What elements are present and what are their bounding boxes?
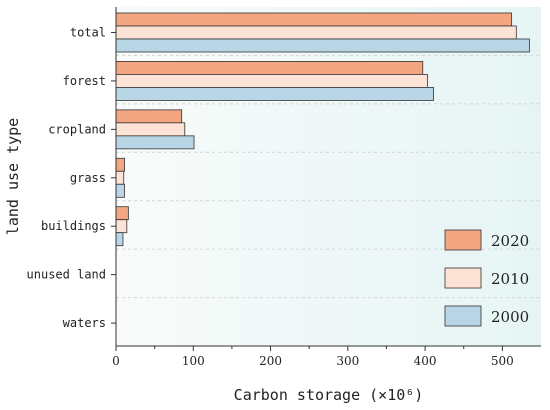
bar-2000-grass: [115, 183, 125, 198]
x-tick-label: 500: [491, 354, 514, 368]
x-tick-label: 100: [182, 354, 205, 368]
x-tick-label: 200: [259, 354, 282, 368]
legend-swatch-2000: [444, 305, 482, 327]
legend-label-2010: 2010: [491, 270, 529, 288]
x-axis-title: Carbon storage (×10⁶): [234, 386, 424, 404]
x-tick-label: 400: [414, 354, 437, 368]
y-tick-label: cropland: [48, 122, 106, 136]
y-tick-label: grass: [70, 171, 106, 185]
y-tick-label: forest: [63, 74, 106, 88]
plot-area: [116, 7, 541, 346]
legend-label-2000: 2000: [491, 308, 529, 326]
legend: 2020 2010 2000: [444, 229, 529, 327]
bar-2020-buildings: [115, 206, 129, 221]
bar-2020-grass: [115, 157, 125, 172]
bar-2010-cropland: [115, 122, 186, 137]
legend-label-2020: 2020: [491, 232, 529, 250]
axes: 0 100 200 300 400 500 total forest cropland grass…: [27, 7, 541, 368]
bar-2020-cropland: [115, 109, 183, 124]
legend-swatch-2020: [444, 229, 482, 251]
bars: [115, 12, 530, 247]
y-tick-label: total: [70, 26, 106, 40]
bar-2000-total: [115, 38, 530, 53]
bar-2000-forest: [115, 87, 434, 101]
y-axis-title: land use type: [4, 118, 22, 235]
bar-2010-total: [115, 25, 517, 40]
bar-2010-grass: [115, 170, 125, 185]
y-tick-label: waters: [63, 316, 106, 330]
legend-swatch-2010: [444, 267, 482, 289]
bar-2000-cropland: [115, 135, 195, 150]
bar-2010-forest: [115, 74, 428, 88]
x-tick-label: 300: [336, 354, 359, 368]
bar-2020-forest: [115, 61, 424, 75]
y-tick-label: unused land: [27, 268, 106, 282]
x-tick-label: 0: [112, 354, 120, 368]
bar-2010-buildings: [115, 219, 128, 234]
bar-2000-buildings: [115, 232, 124, 247]
y-tick-label: buildings: [41, 219, 106, 233]
bar-2020-total: [115, 12, 513, 27]
